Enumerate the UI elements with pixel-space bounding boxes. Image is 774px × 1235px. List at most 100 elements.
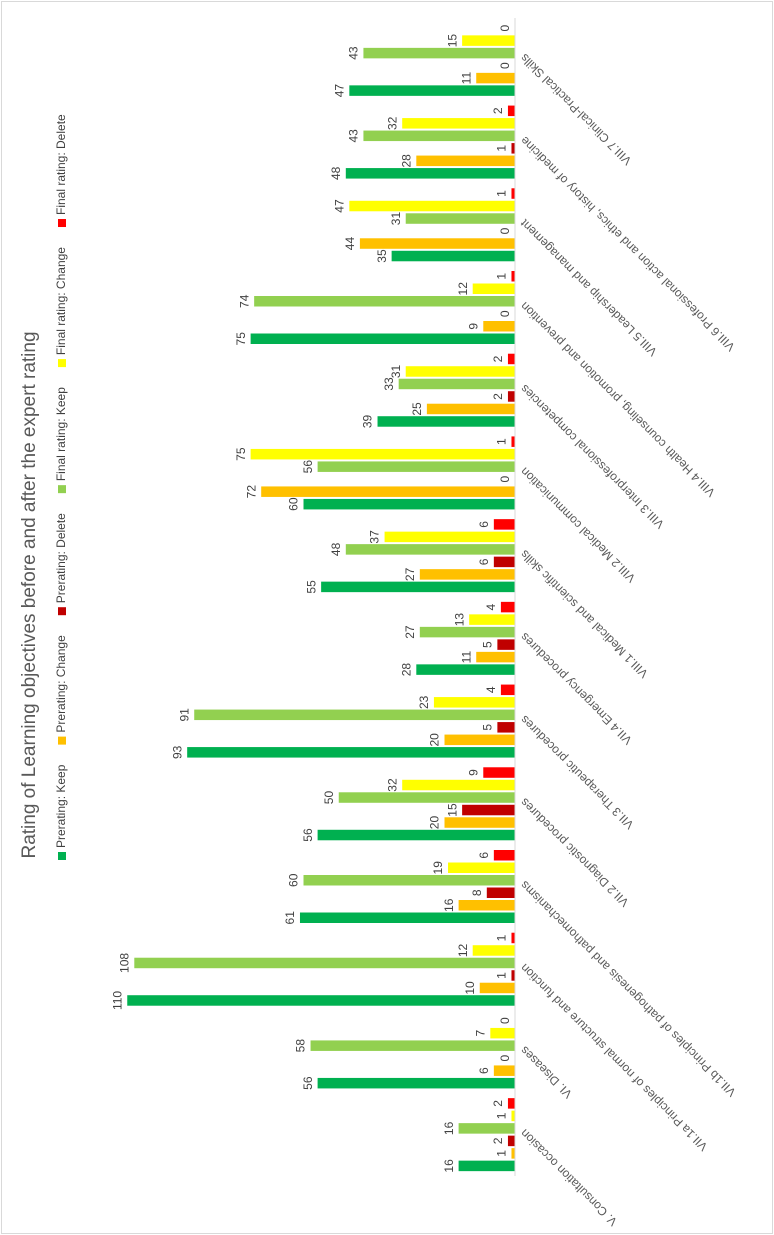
bar <box>363 47 515 59</box>
bar <box>402 779 516 791</box>
data-label: 19 <box>431 861 445 875</box>
data-label: 44 <box>343 237 357 251</box>
legend-label: Prerating: Keep <box>54 764 68 848</box>
legend-marker <box>58 852 66 860</box>
bar <box>299 912 515 923</box>
data-label: 20 <box>428 816 442 830</box>
bar <box>511 970 516 981</box>
bar <box>194 709 515 721</box>
bar <box>419 569 516 580</box>
data-label: 0 <box>498 62 512 69</box>
bar <box>345 168 515 179</box>
data-label: 60 <box>287 873 301 887</box>
data-label: 43 <box>347 129 361 143</box>
data-label: 91 <box>177 708 191 722</box>
bar <box>458 1160 516 1172</box>
data-label: 61 <box>283 911 297 925</box>
data-label: 31 <box>389 364 403 378</box>
legend-label: Final rating: Delete <box>54 114 68 215</box>
data-label: 11 <box>459 651 473 664</box>
bar <box>472 945 516 956</box>
data-label: 27 <box>403 625 417 639</box>
data-label: 56 <box>301 1076 315 1090</box>
bar <box>507 391 516 402</box>
data-label: 108 <box>117 953 131 973</box>
legend-marker <box>58 219 66 228</box>
legend-label: Prerating: Delete <box>54 513 68 603</box>
data-label: 60 <box>287 497 301 511</box>
bar <box>261 486 516 497</box>
bar <box>458 1123 516 1134</box>
bar <box>469 614 515 625</box>
bar <box>511 188 516 199</box>
bar <box>349 85 516 96</box>
data-label: 31 <box>389 212 403 226</box>
bar <box>493 1065 516 1076</box>
bar <box>426 403 515 415</box>
data-label: 0 <box>498 24 512 31</box>
data-label: 1 <box>495 972 509 979</box>
data-label: 47 <box>332 199 346 213</box>
bar <box>490 1027 516 1039</box>
bar <box>500 684 515 696</box>
legend-marker <box>58 736 66 745</box>
bar <box>507 1098 516 1109</box>
data-label: 1 <box>495 1112 509 1119</box>
bar <box>303 875 515 886</box>
bar <box>483 767 515 778</box>
bar <box>476 72 516 84</box>
data-label: 43 <box>347 46 361 60</box>
data-label: 74 <box>237 294 251 308</box>
data-label: 4 <box>484 603 498 610</box>
data-label: 5 <box>481 641 495 648</box>
bar <box>416 155 515 167</box>
bar <box>479 982 515 994</box>
bar <box>250 448 515 460</box>
data-label: 1 <box>495 1150 509 1157</box>
bar <box>187 747 516 758</box>
bar <box>254 296 515 307</box>
data-label: 55 <box>304 580 318 594</box>
bar <box>377 416 515 427</box>
bar <box>462 35 515 46</box>
bar <box>127 995 515 1006</box>
bar <box>486 887 515 898</box>
bar <box>405 213 516 224</box>
data-label: 32 <box>385 116 399 130</box>
bar <box>511 143 516 154</box>
data-label: 13 <box>452 613 466 627</box>
bar <box>419 626 516 638</box>
legend-marker <box>58 485 66 494</box>
bar <box>405 366 516 377</box>
data-label: 0 <box>498 227 512 234</box>
bar <box>359 238 515 249</box>
bar <box>391 250 515 262</box>
data-label: 11 <box>459 72 473 85</box>
bar <box>317 461 515 472</box>
bar <box>310 1040 515 1051</box>
data-label: 0 <box>498 310 512 317</box>
bar <box>493 556 516 568</box>
legend-marker <box>58 607 66 616</box>
data-label: 28 <box>399 154 413 168</box>
data-label: 1 <box>495 273 509 280</box>
bar <box>317 1077 515 1089</box>
bar <box>416 664 515 675</box>
legend-marker <box>58 359 66 368</box>
bar <box>458 900 516 911</box>
data-label: 8 <box>470 889 484 896</box>
data-label: 48 <box>329 542 343 556</box>
bar <box>363 130 515 142</box>
data-label: 5 <box>481 724 495 731</box>
data-label: 23 <box>417 695 431 709</box>
bar <box>349 200 516 212</box>
bar <box>384 531 516 543</box>
data-label: 58 <box>294 1039 308 1053</box>
data-label: 2 <box>491 107 505 114</box>
bar <box>483 321 515 332</box>
bar <box>444 817 515 828</box>
data-label: 2 <box>491 393 505 400</box>
bar <box>511 1148 516 1159</box>
data-label: 6 <box>477 1067 491 1074</box>
